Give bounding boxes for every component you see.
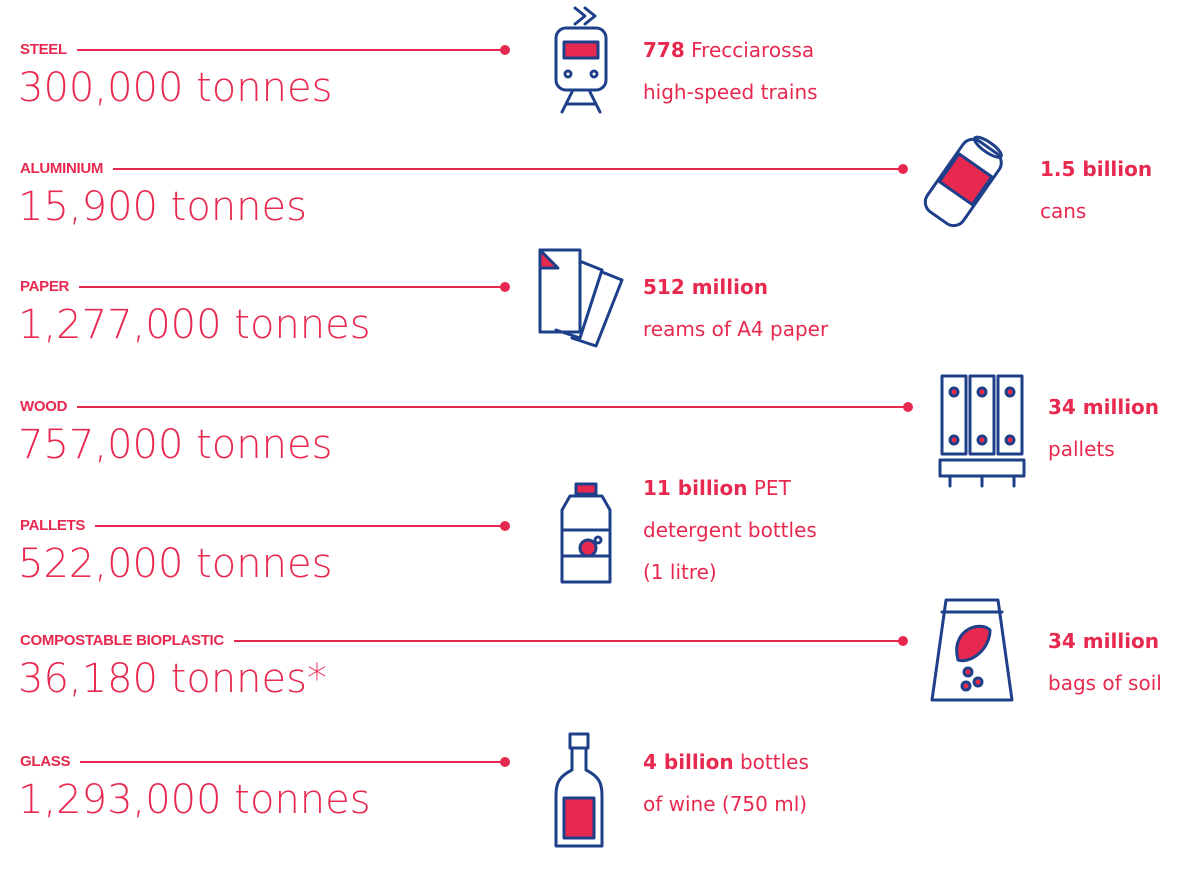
- equivalent-line: of wine (750 ml): [643, 792, 808, 816]
- leader-line: [79, 286, 505, 288]
- equivalent-highlight: 1.5 billion: [1040, 157, 1153, 181]
- bottle-icon: [560, 482, 612, 584]
- equivalent-highlight: 512 million: [643, 275, 768, 299]
- category-label: ALUMINIUM: [20, 160, 104, 177]
- equivalent-line: (1 litre): [643, 560, 717, 584]
- equivalent-highlight: 778: [643, 38, 685, 62]
- equivalent: 34 million bags of soil: [1048, 620, 1162, 704]
- equivalent-line: 11 billion PET: [643, 467, 817, 509]
- leader-line: [80, 761, 505, 763]
- leader-line: [233, 640, 903, 642]
- amount: 522,000 tonnes: [18, 541, 333, 587]
- equivalent-text: PET: [753, 476, 791, 500]
- category-label: COMPOSTABLE BIOPLASTIC: [20, 632, 224, 649]
- equivalent-highlight: 34 million: [1048, 395, 1160, 419]
- leader-dot: [898, 164, 908, 174]
- equivalent-line: high-speed trains: [643, 80, 818, 104]
- can-icon: [923, 135, 1003, 228]
- paper-icon: [538, 248, 624, 348]
- amount: 757,000 tonnes: [18, 422, 333, 468]
- amount: 15,900 tonnes: [18, 184, 307, 230]
- leader-line: [77, 406, 908, 408]
- equivalent-highlight: 4 billion: [643, 750, 734, 774]
- equivalent-line: 34 million: [1048, 620, 1162, 662]
- leader-dot: [500, 282, 510, 292]
- amount: 300,000 tonnes: [18, 65, 333, 111]
- amount: 1,293,000 tonnes: [18, 777, 371, 823]
- equivalent: 11 billion PET detergent bottles (1 litre): [643, 467, 817, 593]
- equivalent: 512 million reams of A4 paper: [643, 266, 828, 350]
- amount: 1,277,000 tonnes: [18, 302, 371, 348]
- amount: 36,180 tonnes*: [18, 656, 327, 702]
- leader-dot: [500, 45, 510, 55]
- equivalent-line: 34 million: [1048, 386, 1159, 428]
- category-label: WOOD: [20, 398, 68, 415]
- equivalent-text: bottles: [739, 750, 809, 774]
- leader-dot: [500, 757, 510, 767]
- equivalent-line: cans: [1040, 199, 1087, 223]
- leader-line: [95, 525, 505, 527]
- category-label: GLASS: [20, 753, 71, 770]
- leader-dot: [500, 521, 510, 531]
- equivalent-line: 512 million: [643, 266, 828, 308]
- equivalent-line: 778 Frecciarossa: [643, 29, 818, 71]
- leader-dot: [903, 402, 913, 412]
- equivalent-line: 4 billion bottles: [643, 741, 809, 783]
- train-icon: [554, 6, 608, 114]
- wine-icon: [554, 732, 604, 848]
- leader-line: [76, 49, 505, 51]
- leader-line: [113, 168, 903, 170]
- equivalent-line: reams of A4 paper: [643, 317, 829, 341]
- equivalent-line: bags of soil: [1048, 671, 1162, 695]
- equivalent-highlight: 34 million: [1048, 629, 1160, 653]
- category-label: PAPER: [20, 278, 70, 295]
- soil-bag-icon: [930, 598, 1014, 702]
- equivalent: 34 million pallets: [1048, 386, 1159, 470]
- equivalent: 778 Frecciarossa high-speed trains: [643, 29, 818, 113]
- equivalent: 1.5 billion cans: [1040, 148, 1152, 232]
- category-label: PALLETS: [20, 517, 86, 534]
- equivalent: 4 billion bottles of wine (750 ml): [643, 741, 809, 825]
- category-label: STEEL: [20, 41, 67, 58]
- equivalent-line: 1.5 billion: [1040, 148, 1152, 190]
- leader-dot: [898, 636, 908, 646]
- equivalent-line: detergent bottles: [643, 518, 817, 542]
- equivalent-text: Frecciarossa: [691, 38, 815, 62]
- pallet-icon: [938, 374, 1026, 488]
- equivalent-line: pallets: [1048, 437, 1115, 461]
- equivalent-highlight: 11 billion: [643, 476, 748, 500]
